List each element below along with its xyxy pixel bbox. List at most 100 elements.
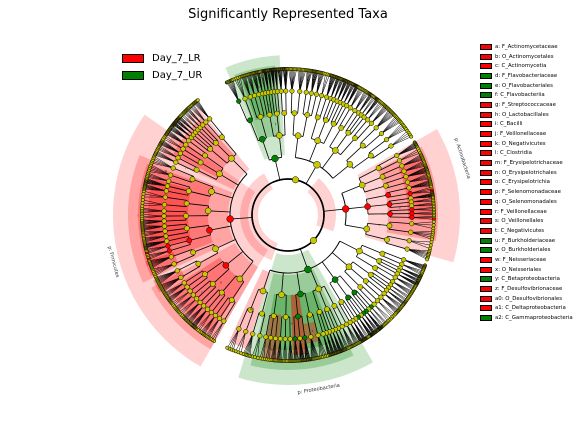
branch-line [361,285,378,302]
branch-line [186,273,206,288]
clade-letter: a1 [250,307,254,311]
branch-line [305,164,318,185]
clade-letter: x [311,329,313,333]
branch-line [192,243,214,253]
taxon-node [168,254,174,260]
taxon-node [291,110,298,117]
taxon-node [184,284,190,290]
branch-line [380,258,401,269]
clade-legend: a: F_Actinomycetaceae b: O_Actinomycetale… [480,42,573,323]
leaf-line [411,197,434,203]
branch-line [349,295,364,314]
leaf-line [405,172,428,177]
leaf-line [185,110,201,128]
taxon-node [281,110,288,116]
taxon-node [404,246,410,252]
branch-line [321,311,330,333]
branch-line [312,290,320,313]
branch-line [312,313,319,336]
leaf-line [410,186,432,194]
taxon-node [268,335,274,341]
leaf-line [410,232,433,234]
taxon-node [361,114,367,120]
clade-legend-item: x: O_Neisseriales [480,265,573,275]
clade-legend-label: y: C_Betaproteobacteria [495,276,560,283]
leaf-line [152,159,174,169]
branch-line [188,140,207,155]
branch-line [189,234,211,241]
taxon-node [409,221,415,227]
clade-legend-item: g: F_Streptococcaceae [480,100,573,110]
leaf-line [377,300,395,315]
branch-line [239,261,254,280]
taxon-node [165,243,171,249]
taxon-node [259,287,267,295]
taxon-node [183,213,189,219]
branch-line [389,221,412,225]
taxon-node [338,125,345,131]
clade-legend-swatch [480,305,492,312]
leaf-line [196,312,212,329]
taxon-node [204,207,212,215]
clade-shade [307,178,336,232]
clade-legend-label: u: F_Burkholderiaceae [495,237,556,244]
leaf-line [396,147,418,156]
leaf-line [373,304,389,322]
clade-legend-swatch [480,63,492,70]
branch-line [204,261,224,275]
branch-line [387,235,410,242]
branch-line [208,210,231,213]
taxon-node [392,274,398,280]
leaf-line [390,130,408,147]
leaf-line [267,337,271,360]
clade-legend-label: p: F_Selenomonadaceae [495,189,561,196]
leaf-line [409,240,431,249]
taxon-node [304,265,312,274]
leaf-line [381,118,398,134]
branch-line [339,275,355,293]
clade-legend-label: m: F_Erysipelotrichaceae [495,160,563,167]
clade-legend-item: r: F_Veillonellaceae [480,207,573,217]
leaf-line [235,331,246,352]
leaf-line [317,335,324,357]
taxon-node [304,111,311,118]
leaf-line [232,79,239,102]
branch-line [358,288,375,305]
branch-line [368,139,387,154]
branch-line [215,297,229,316]
leaf-line [371,108,389,124]
branch-line [265,92,270,115]
leaf-line [361,97,376,116]
leaf-line [142,215,165,219]
branch-line [199,286,216,303]
taxon-node [313,91,320,97]
leaf-line [285,68,288,92]
branch-line [323,123,335,144]
branch-line [386,181,408,189]
clade-letter: n [201,290,203,294]
branch-line [195,131,213,148]
leaf-line [322,333,329,356]
leaf-line [265,337,271,360]
branch-line [238,101,248,122]
branch-line [389,209,412,212]
taxon-node [338,299,345,305]
clade-legend-swatch [480,72,492,79]
branch-line [164,219,187,222]
taxon-node [379,173,386,180]
branch-line [231,158,248,175]
branch-line [207,292,223,310]
legend-label: Day_7_UR [152,70,203,81]
taxon-node [257,333,263,339]
taxon-node [259,310,265,317]
leaf-line [381,116,396,134]
clade-legend-item: u: F_Burkholderiaceae [480,236,573,246]
leaf-line [153,263,175,272]
leaf-line [200,315,216,333]
taxon-node [356,247,363,255]
leaf-line [401,264,422,276]
taxon-node [297,89,303,95]
branch-line [209,118,224,137]
clade-legend-item: a: F_Actinomycetaceae [480,42,573,52]
